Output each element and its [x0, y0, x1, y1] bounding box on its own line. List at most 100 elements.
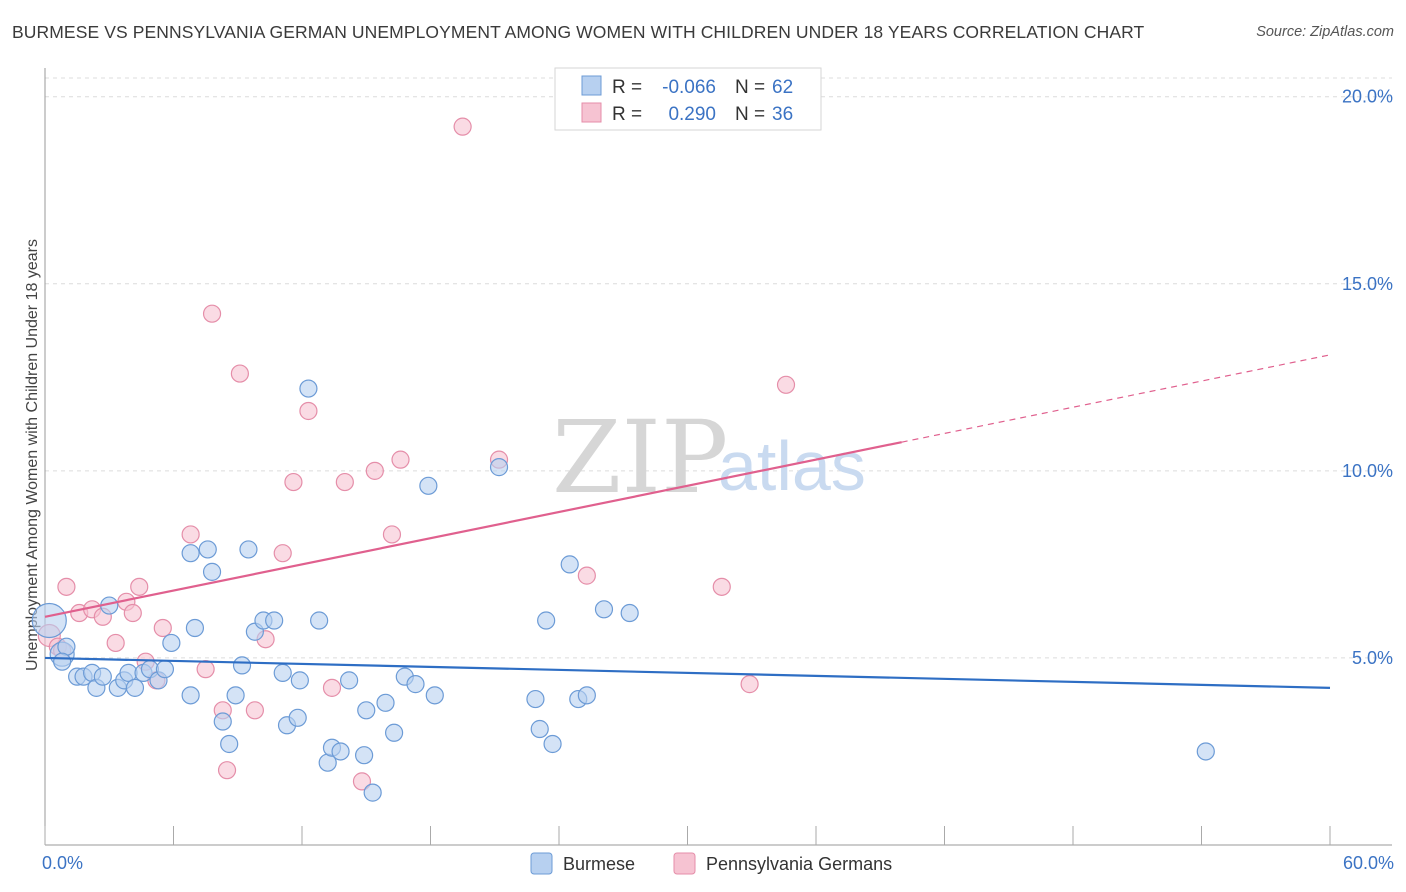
pennsylvania-germans-point	[130, 577, 149, 596]
burmese-point	[239, 540, 258, 559]
pennsylvania-germans-point	[196, 660, 215, 679]
y-tick-label: 5.0%	[1352, 648, 1393, 668]
burmese-point	[155, 660, 175, 679]
legend-swatch-burmese	[581, 75, 602, 96]
watermark: ZIP atlas	[552, 399, 866, 516]
source-label: Source: ZipAtlas.com	[1256, 24, 1394, 40]
burmese-point	[232, 656, 252, 675]
burmese-point	[273, 663, 292, 682]
pennsylvania-germans-point	[382, 525, 402, 544]
pennsylvania-germans-point	[391, 450, 410, 469]
burmese-point	[53, 652, 72, 671]
burmese-point	[376, 693, 395, 712]
burmese-point	[213, 712, 232, 731]
burmese-point	[202, 562, 222, 581]
pennsylvania-germans-point	[202, 304, 222, 323]
burmese-point	[162, 633, 181, 653]
pennsylvania-germans-point	[123, 603, 142, 623]
burmese-point	[265, 611, 284, 630]
pennsylvania-germans-point	[577, 566, 596, 585]
pennsylvania-germans-point	[245, 701, 264, 720]
burmese-point	[560, 555, 579, 574]
legend-swatch-pennsylvania-germans	[581, 102, 602, 123]
burmese-point	[290, 671, 309, 690]
x-tick-labels: 0.0% 60.0%	[42, 853, 1394, 873]
y-axis-label: Unemployment Among Women with Children U…	[24, 239, 41, 671]
burmese-point	[340, 671, 359, 690]
burmese-point	[384, 723, 404, 742]
burmese-point	[577, 686, 596, 705]
burmese-point	[125, 678, 145, 697]
burmese-point	[185, 618, 205, 638]
burmese-point	[530, 719, 549, 739]
burmese-point	[526, 689, 545, 709]
pennsylvania-germans-point	[776, 375, 796, 394]
burmese-point	[31, 602, 67, 639]
burmese-point	[537, 611, 556, 630]
burmese-point	[57, 637, 76, 656]
pennsylvania-germans-point	[181, 525, 200, 544]
watermark-zip: ZIP	[552, 399, 728, 516]
pennsylvania-germans-point	[217, 761, 237, 780]
pennsylvania-germans-point	[57, 577, 76, 596]
pennsylvania-germans-point	[106, 633, 125, 653]
burmese-point	[310, 611, 329, 630]
burmese-point	[594, 600, 614, 619]
burmese-point	[226, 686, 245, 705]
legend-r-value: 0.290	[668, 104, 716, 125]
x-tick-label: 60.0%	[1343, 853, 1394, 873]
series-pennsylvania-germans-points	[37, 117, 796, 791]
burmese-point	[406, 675, 425, 694]
bottom-legend: Burmese Pennsylvania Germans	[530, 852, 892, 875]
pennsylvania-germans-point	[299, 401, 318, 421]
legend-n-value: 36	[772, 104, 793, 125]
pennsylvania-germans-point	[335, 472, 354, 492]
burmese-point	[181, 544, 200, 563]
burmese-point	[419, 476, 438, 495]
pennsylvania-germans-point	[352, 772, 372, 791]
chart-title: BURMESE VS PENNSYLVANIA GERMAN UNEMPLOYM…	[12, 22, 1145, 42]
burmese-point	[181, 686, 200, 705]
pennsylvania-germans-point	[230, 364, 249, 383]
legend-r-label: R =	[612, 104, 642, 125]
burmese-point	[220, 734, 239, 754]
burmese-point	[543, 734, 562, 754]
legend-r-label: R =	[612, 77, 642, 98]
burmese-point	[1196, 742, 1215, 761]
burmese-point	[357, 701, 376, 720]
pennsylvania-germans-point	[365, 461, 384, 480]
trend-line-pennsylvania-germans	[44, 441, 902, 618]
burmese-point	[288, 708, 307, 727]
trend-lines	[44, 354, 1331, 689]
legend-r-value: -0.066	[662, 77, 716, 98]
burmese-point	[425, 686, 444, 705]
burmese-point	[198, 540, 217, 559]
pennsylvania-germans-point	[322, 678, 342, 697]
x-tick-label: 0.0%	[42, 853, 83, 873]
axes	[44, 68, 1392, 846]
legend-n-value: 62	[772, 77, 793, 98]
pennsylvania-germans-point	[284, 472, 303, 492]
trend-line-pennsylvania-germans-extension	[901, 354, 1331, 443]
burmese-point	[331, 742, 350, 761]
y-tick-label: 20.0%	[1342, 87, 1393, 107]
y-tick-labels: 5.0% 10.0% 15.0% 20.0%	[1342, 87, 1393, 668]
bottom-legend-label-burmese: Burmese	[563, 854, 635, 874]
top-legend: R = -0.066 N = 62 R = 0.290 N = 36	[554, 67, 822, 131]
pennsylvania-germans-point	[273, 544, 292, 563]
burmese-point	[355, 746, 374, 765]
pennsylvania-germans-point	[740, 675, 759, 694]
trend-line-burmese	[44, 656, 1331, 689]
pennsylvania-germans-point	[453, 117, 472, 136]
bottom-legend-swatch-pennsylvania-germans	[673, 852, 696, 875]
bottom-legend-label-pennsylvania-germans: Pennsylvania Germans	[706, 854, 892, 874]
watermark-atlas: atlas	[718, 427, 866, 505]
burmese-point	[299, 379, 318, 398]
bottom-legend-swatch-burmese	[530, 852, 553, 875]
legend-n-label: N =	[735, 104, 765, 125]
burmese-point	[489, 458, 509, 477]
series-burmese-points	[31, 379, 1215, 802]
y-tick-label: 15.0%	[1342, 274, 1393, 294]
legend-n-label: N =	[735, 77, 765, 98]
